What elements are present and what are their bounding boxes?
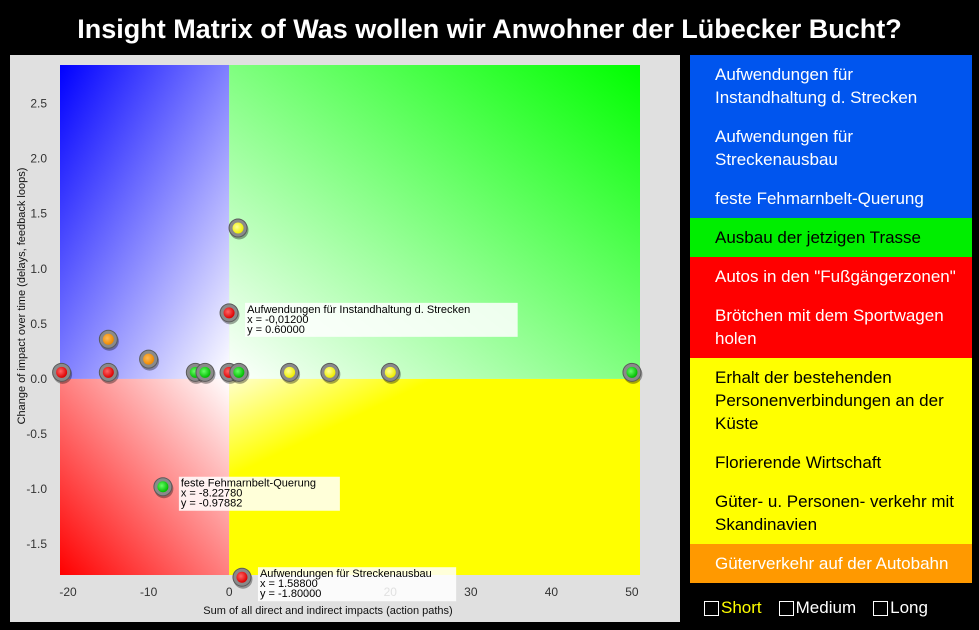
y-tick-label: 1.0 bbox=[30, 262, 47, 276]
data-point-red bbox=[52, 362, 73, 384]
filter-short-checkbox[interactable]: Short bbox=[704, 598, 762, 618]
checkbox-box[interactable] bbox=[704, 600, 719, 616]
annotation-y-value: y = -1.80000 bbox=[260, 588, 321, 600]
point-core bbox=[233, 366, 245, 378]
data-point-yellow bbox=[228, 218, 249, 240]
annotation-x-value: x = 1.58800 bbox=[260, 578, 318, 590]
legend-item[interactable]: Ausbau der jetzigen Trasse bbox=[690, 218, 972, 257]
annotation-x-value: x = -0,01200 bbox=[247, 314, 308, 326]
point-core bbox=[384, 366, 396, 378]
data-point-red bbox=[98, 362, 119, 384]
checkbox-box[interactable] bbox=[873, 600, 889, 616]
data-point-red bbox=[232, 567, 253, 589]
checkbox-box[interactable] bbox=[778, 600, 794, 616]
data-point-orange bbox=[98, 329, 119, 351]
point-core bbox=[56, 366, 68, 378]
legend-item[interactable]: Erhalt der bestehenden Personenverbindun… bbox=[690, 358, 972, 443]
point-core bbox=[232, 222, 244, 234]
legend-item[interactable]: Aufwendungen für Instandhaltung d. Strec… bbox=[690, 55, 972, 117]
point-core bbox=[223, 307, 235, 319]
data-point-yellow bbox=[380, 362, 401, 384]
point-core bbox=[157, 481, 169, 493]
legend-item[interactable]: feste Fehmarnbelt-Querung bbox=[690, 179, 972, 218]
point-core bbox=[236, 571, 248, 583]
point-core bbox=[102, 366, 114, 378]
time-filter-bar: Short Medium Long bbox=[690, 596, 979, 620]
x-tick-label: -20 bbox=[59, 585, 77, 599]
x-axis-label: Sum of all direct and indirect impacts (… bbox=[203, 605, 452, 617]
y-tick-label: -0.5 bbox=[26, 427, 47, 441]
data-point-red bbox=[219, 303, 240, 325]
x-tick-label: 40 bbox=[545, 585, 559, 599]
annotation-background bbox=[257, 567, 457, 602]
y-tick-label: 1.5 bbox=[30, 207, 47, 221]
legend-item[interactable]: Florierende Wirtschaft bbox=[690, 443, 972, 482]
data-point-green bbox=[622, 362, 643, 384]
data-point-green bbox=[195, 362, 216, 384]
point-core bbox=[143, 353, 155, 365]
x-tick-label: 0 bbox=[226, 585, 233, 599]
data-point-orange bbox=[139, 349, 160, 371]
scatter-chart: -20-10010203040502.52.01.51.00.50.0-0.5-… bbox=[16, 65, 643, 617]
y-tick-label: 2.0 bbox=[30, 152, 47, 166]
data-point-green bbox=[229, 362, 250, 384]
point-core bbox=[284, 366, 296, 378]
data-point-yellow bbox=[320, 362, 341, 384]
y-tick-label: -1.0 bbox=[26, 482, 47, 496]
annotation-box: Aufwendungen für Instandhaltung d. Strec… bbox=[245, 302, 518, 337]
filter-label: Medium bbox=[795, 598, 857, 617]
plot-area: -20-10010203040502.52.01.51.00.50.0-0.5-… bbox=[10, 55, 680, 622]
annotation-y-value: y = -0.97882 bbox=[181, 498, 242, 510]
legend-item[interactable]: Brötchen mit dem Sportwagen holen bbox=[690, 296, 972, 358]
annotation-label: feste Fehmarnbelt-Querung bbox=[181, 478, 316, 490]
y-tick-label: 0.5 bbox=[30, 317, 47, 331]
y-tick-label: 0.0 bbox=[30, 372, 47, 386]
filter-label: Short bbox=[721, 598, 762, 617]
point-core bbox=[626, 366, 638, 378]
annotation-label: Aufwendungen für Streckenausbau bbox=[260, 568, 432, 580]
point-core bbox=[102, 333, 114, 345]
filter-label: Long bbox=[890, 598, 928, 617]
y-tick-label: 2.5 bbox=[30, 97, 47, 111]
annotation-background bbox=[245, 302, 518, 337]
annotation-x-value: x = -8.22780 bbox=[181, 488, 242, 500]
y-axis-label: Change of impact over time (delays, feed… bbox=[16, 168, 28, 425]
data-point-green bbox=[153, 477, 174, 499]
chart-title: Insight Matrix of Was wollen wir Anwohne… bbox=[77, 14, 902, 44]
filter-medium-checkbox[interactable]: Medium bbox=[778, 598, 857, 618]
x-tick-label: 30 bbox=[464, 585, 478, 599]
legend-panel: Aufwendungen für Instandhaltung d. Strec… bbox=[690, 55, 972, 585]
point-core bbox=[199, 366, 211, 378]
legend-item[interactable]: Aufwendungen für Streckenausbau bbox=[690, 117, 972, 179]
legend-item[interactable]: Güterverkehr auf der Autobahn bbox=[690, 544, 972, 583]
data-point-yellow bbox=[280, 362, 301, 384]
y-tick-label: -1.5 bbox=[26, 537, 47, 551]
point-core bbox=[324, 366, 336, 378]
quadrant-top-left bbox=[60, 65, 230, 379]
x-tick-label: 50 bbox=[625, 585, 639, 599]
x-tick-label: -10 bbox=[140, 585, 158, 599]
legend-item[interactable]: Güter- u. Personen- verkehr mit Skandina… bbox=[690, 482, 972, 544]
filter-long-checkbox[interactable]: Long bbox=[873, 598, 928, 618]
annotation-y-value: y = 0.60000 bbox=[247, 324, 305, 336]
legend-item[interactable]: Autos in den "Fußgängerzonen" bbox=[690, 257, 972, 296]
annotation-background bbox=[178, 476, 340, 511]
annotation-label: Aufwendungen für Instandhaltung d. Strec… bbox=[247, 304, 470, 316]
